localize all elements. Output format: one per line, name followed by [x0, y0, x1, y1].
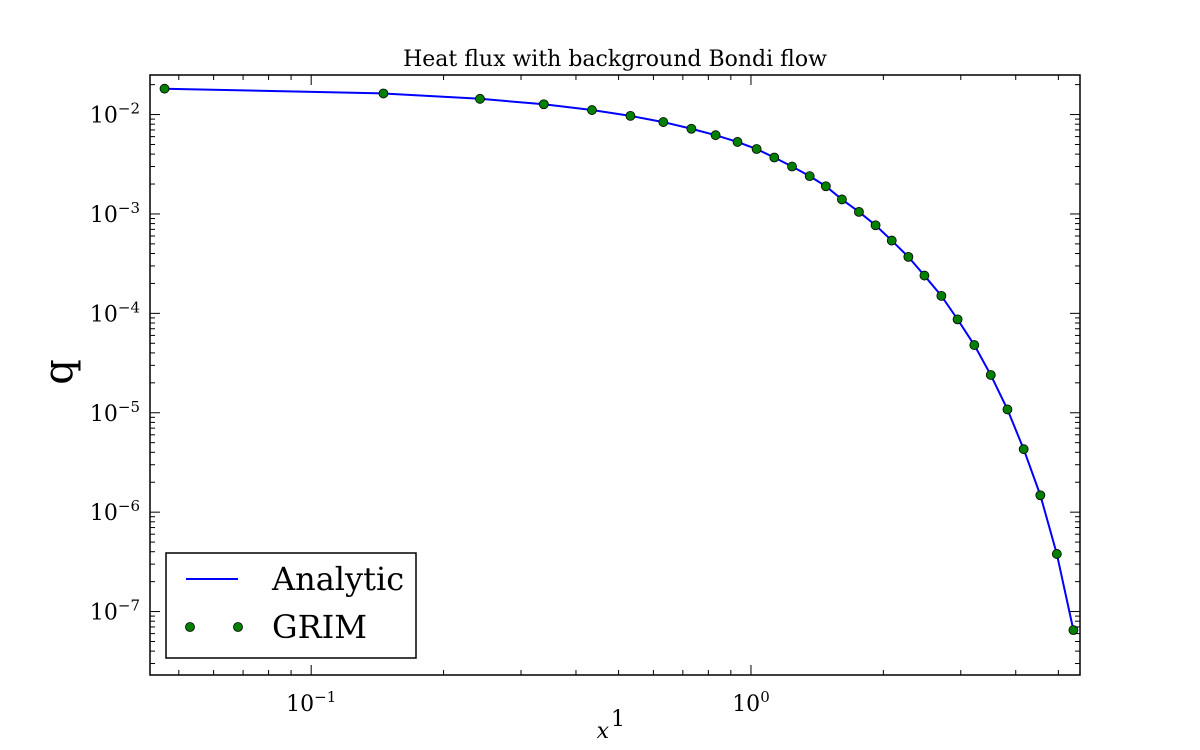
legend-analytic-label: Analytic [271, 560, 404, 598]
plot-frame [149, 74, 1081, 676]
grim-point [159, 83, 170, 94]
y-tick-label: 10−5 [90, 398, 140, 427]
grim-point [820, 181, 831, 192]
x-axis-label-superscript: 1 [611, 707, 625, 732]
grim-point [919, 270, 930, 281]
grim-point [1002, 404, 1013, 415]
grim-point [936, 290, 947, 301]
grim-point [1035, 490, 1046, 501]
grim-point [538, 99, 549, 110]
grim-point [969, 340, 980, 350]
y-tick-label: 10−3 [90, 199, 140, 228]
grim-point [854, 206, 864, 217]
legend-box [165, 552, 417, 659]
plot-content [159, 83, 1079, 636]
grim-point [952, 314, 963, 325]
series-line-analytic [164, 87, 1075, 631]
grim-point [886, 235, 897, 246]
y-tick-label: 10−2 [90, 100, 140, 129]
y-axis-label: q [36, 359, 82, 385]
legend-grim-marker-left [185, 622, 195, 632]
x-tick-label: 100 [732, 688, 770, 717]
y-tick-label: 10−7 [90, 597, 140, 626]
legend-grim-marker-right [233, 622, 243, 632]
grim-point [686, 123, 697, 134]
grim-point [870, 220, 881, 231]
legend: Analytic GRIM [165, 552, 417, 659]
grim-point [903, 251, 914, 262]
grim-point [1068, 625, 1079, 636]
grim-point [751, 144, 762, 154]
grim-point [1051, 549, 1062, 559]
grim-point [625, 110, 636, 121]
grim-point [787, 161, 797, 172]
x-axis-label: x [597, 719, 610, 744]
grim-point [985, 370, 996, 380]
grim-point [475, 93, 485, 104]
grim-point [732, 137, 743, 147]
grim-point [1018, 444, 1029, 455]
grim-point [710, 130, 721, 141]
axis-ticks: 10−1 100 10−2 10−3 10−4 10−5 10−6 10−7 [90, 75, 1080, 717]
x-tick-label: 10−1 [286, 688, 336, 717]
grim-point [804, 171, 815, 182]
grim-point [769, 152, 780, 163]
y-tick-label: 10−6 [90, 497, 140, 526]
grim-point [658, 117, 669, 127]
legend-grim-label: GRIM [272, 608, 367, 646]
y-tick-label: 10−4 [90, 298, 140, 327]
grim-point [378, 88, 389, 99]
grim-point [587, 105, 597, 115]
grim-point [837, 194, 847, 205]
chart-title: Heat flux with background Bondi flow [403, 47, 827, 72]
